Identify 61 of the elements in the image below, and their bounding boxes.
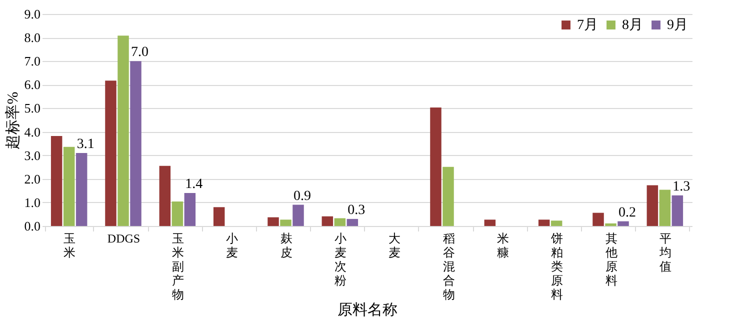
legend-label: 8月 xyxy=(622,18,643,33)
x-tick-label: DDGS xyxy=(107,232,140,246)
data-label: 0.9 xyxy=(294,188,311,204)
bar xyxy=(430,108,442,226)
y-tick-label: 0.0 xyxy=(24,218,40,234)
bar xyxy=(618,221,629,226)
x-tick-label: 米糠 xyxy=(496,232,509,260)
x-tick-label: 大麦 xyxy=(388,232,401,260)
y-tick-label: 3.0 xyxy=(24,148,40,163)
y-tick-label: 6.0 xyxy=(24,77,40,92)
legend-label: 9月 xyxy=(667,18,688,33)
data-label: 0.2 xyxy=(618,205,636,220)
bar xyxy=(172,202,184,226)
y-axis-title: 超标率% xyxy=(4,92,22,150)
x-axis-title: 原料名称 xyxy=(338,302,398,318)
y-tick-label: 5.0 xyxy=(24,100,40,116)
bar xyxy=(538,220,550,226)
data-label: 1.3 xyxy=(672,179,690,194)
x-tick-label: 稻谷混合物 xyxy=(442,232,455,302)
bar xyxy=(63,146,75,226)
x-tick-label: 玉米 xyxy=(64,232,76,260)
bar xyxy=(550,220,562,226)
bar xyxy=(334,218,346,226)
bar xyxy=(605,223,616,226)
bar xyxy=(322,216,334,226)
bar xyxy=(50,136,62,226)
data-label: 3.1 xyxy=(76,136,94,152)
x-tick-label: 其他原料 xyxy=(605,232,618,288)
bar xyxy=(184,193,196,226)
bar xyxy=(159,166,171,226)
bar xyxy=(646,185,658,226)
bar xyxy=(130,61,142,226)
x-tick-label: 饼粕类原料 xyxy=(550,232,564,302)
data-label: 0.3 xyxy=(348,202,366,218)
y-tick-label: 1.0 xyxy=(24,194,40,210)
data-label: 1.4 xyxy=(185,177,203,192)
y-tick-label: 9.0 xyxy=(24,6,40,22)
y-tick-label: 7.0 xyxy=(24,54,40,69)
bar xyxy=(76,152,88,226)
legend-label: 7月 xyxy=(577,18,598,33)
bar xyxy=(484,220,496,226)
bar xyxy=(659,190,671,226)
bar xyxy=(213,207,225,226)
bar xyxy=(672,195,684,226)
x-tick-label: 小麦次粉 xyxy=(334,232,346,288)
bar xyxy=(118,36,129,226)
x-tick-label: 小麦 xyxy=(226,232,238,260)
y-tick-label: 4.0 xyxy=(24,124,40,140)
bar xyxy=(592,212,604,226)
x-tick-label: 平均值 xyxy=(658,232,672,274)
bar xyxy=(346,218,358,226)
bar xyxy=(105,80,116,226)
data-label: 7.0 xyxy=(131,45,148,60)
x-tick-label: 麸皮 xyxy=(280,232,292,260)
bar xyxy=(442,166,454,226)
y-tick-label: 8.0 xyxy=(24,30,40,46)
bar xyxy=(280,220,292,226)
y-tick-label: 2.0 xyxy=(24,171,40,186)
bar xyxy=(292,204,304,226)
x-tick-label: 玉米副产物 xyxy=(172,232,184,302)
bar xyxy=(268,217,279,226)
